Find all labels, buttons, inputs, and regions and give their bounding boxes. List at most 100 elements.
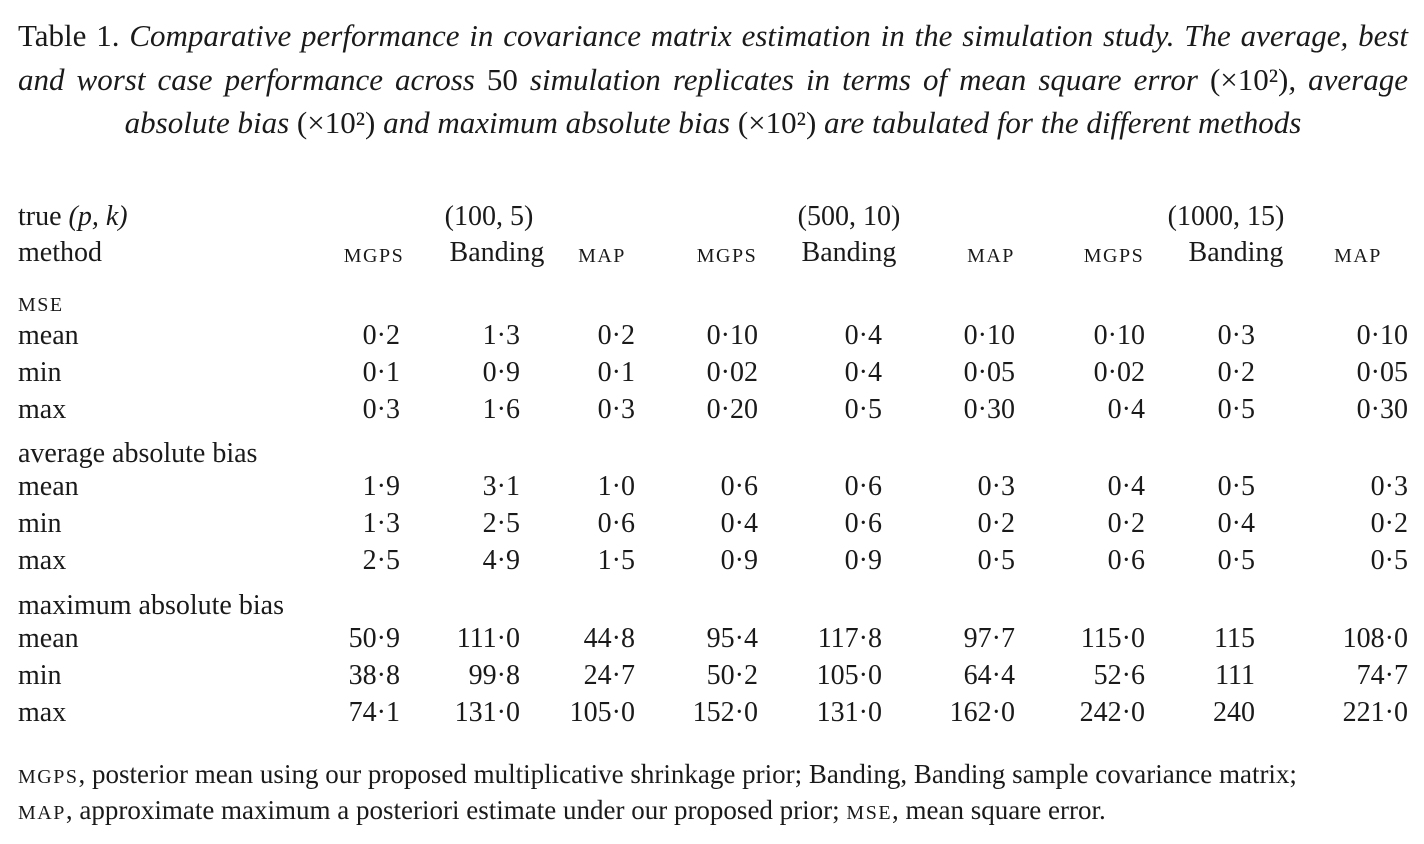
table-cell: 4·9 <box>482 544 520 576</box>
table-cell: 74·1 <box>348 696 400 728</box>
footnote-line-2: MAP, approximate maximum a posteriori es… <box>18 792 1418 831</box>
footnote-abbr: MGPS <box>18 766 79 788</box>
group-header: (100, 5) <box>444 201 534 232</box>
footnote-text: , approximate maximum a posteriori estim… <box>65 795 847 825</box>
row-label: mean <box>18 320 79 351</box>
table-cell: 0·6 <box>1107 544 1145 576</box>
table-cell: 99·8 <box>468 659 520 691</box>
footnote-abbr: MAP <box>18 802 66 824</box>
table-cell: 0·6 <box>844 507 882 539</box>
table-cell: 2·5 <box>482 507 520 539</box>
table-cell: 0·05 <box>1356 356 1408 388</box>
table-cell: 0·4 <box>844 320 882 351</box>
caption-label: Table 1. <box>18 18 120 53</box>
table-cell: 0·3 <box>977 471 1015 502</box>
table-cell: 2·5 <box>362 544 400 576</box>
table-cell: 0·10 <box>963 320 1015 351</box>
table-cell: 1·6 <box>482 393 520 425</box>
table-cell: 97·7 <box>963 623 1015 654</box>
row-label: max <box>18 393 67 425</box>
table-cell: 131·0 <box>454 696 520 728</box>
method-header: MAP <box>578 245 626 267</box>
table-cell: 0·02 <box>706 356 758 388</box>
table-cell: 0·4 <box>1107 471 1145 502</box>
table-cell: 0·9 <box>844 544 882 576</box>
row-label: min <box>18 659 62 691</box>
table-cell: 0·5 <box>977 544 1015 576</box>
table-cell: 1·9 <box>362 471 400 502</box>
table-cell: 50·9 <box>348 623 400 654</box>
table-cell: 0·9 <box>720 544 758 576</box>
table-cell: 1·5 <box>597 544 635 576</box>
footnote-abbr: MSE <box>846 802 893 824</box>
true-label: true <box>18 201 62 232</box>
table-cell: 0·10 <box>1093 320 1145 351</box>
row-label: max <box>18 544 67 576</box>
table-cell: 44·8 <box>583 623 635 654</box>
row-label: min <box>18 356 62 388</box>
caption-text-5: are tabulated for the different methods <box>816 105 1302 140</box>
row-label: mean <box>18 471 79 502</box>
table-caption: Table 1. Comparative performance in cova… <box>18 14 1408 145</box>
method-header: Banding <box>801 237 897 268</box>
table-cell: 0·1 <box>362 356 400 388</box>
table-cell: 0·2 <box>597 320 635 351</box>
table-cell: 0·05 <box>963 356 1015 388</box>
table-cell: 0·20 <box>706 393 758 425</box>
table-cell: 0·2 <box>977 507 1015 539</box>
section-title: average absolute bias <box>18 438 258 469</box>
caption-text-3: , average absolute bias <box>124 61 1408 141</box>
table-cell: 0·6 <box>844 471 882 502</box>
table-cell: 240 <box>1213 696 1255 728</box>
table-cell: 0·6 <box>720 471 758 502</box>
table-cell: 0·5 <box>1217 393 1255 425</box>
table-cell: 50·2 <box>706 659 758 691</box>
table-cell: 0·5 <box>844 393 882 425</box>
table-cell: 117·8 <box>817 623 882 654</box>
method-header: MGPS <box>343 245 405 267</box>
group-header: (1000, 15) <box>1167 201 1285 232</box>
table-cell: 0·3 <box>362 393 400 425</box>
table-cell: 0·5 <box>1217 544 1255 576</box>
table-cell: 108·0 <box>1342 623 1408 654</box>
table-cell: 64·4 <box>963 659 1015 691</box>
caption-factor-1: (×10²) <box>1209 61 1289 97</box>
table-cell: 131·0 <box>816 696 882 728</box>
table-cell: 0·4 <box>1217 507 1255 539</box>
footnote-text: , posterior mean using our proposed mult… <box>78 759 1297 789</box>
footnote-text: , mean square error. <box>892 795 1106 825</box>
table-cell: 95·4 <box>706 623 758 654</box>
true-params: (p, k) <box>68 201 128 232</box>
footnote-line-1: MGPS, posterior mean using our proposed … <box>18 756 1418 795</box>
caption-factor-3: (×10²) <box>737 105 817 140</box>
table-cell: 0·2 <box>1370 507 1408 539</box>
method-header: MAP <box>967 245 1015 267</box>
caption-factor-2: (×10²) <box>296 105 376 140</box>
table-cell: 105·0 <box>816 659 882 691</box>
table-cell: 0·4 <box>720 507 758 539</box>
table-cell: 105·0 <box>569 696 635 728</box>
table-cell: 0·5 <box>1217 471 1255 502</box>
table-cell: 1·0 <box>597 471 635 502</box>
table-cell: 0·3 <box>1217 320 1255 351</box>
row-label: min <box>18 507 62 539</box>
row-label: max <box>18 696 67 728</box>
table-cell: 1·3 <box>482 320 520 351</box>
table-cell: 0·6 <box>597 507 635 539</box>
table-cell: 0·3 <box>597 393 635 425</box>
group-header: (500, 10) <box>797 201 901 232</box>
table-cell: 0·10 <box>1356 320 1408 351</box>
table-cell: 0·1 <box>597 356 635 388</box>
table-cell: 115·0 <box>1080 623 1145 654</box>
table-cell: 52·6 <box>1093 659 1145 691</box>
method-header: Banding <box>1188 237 1284 268</box>
table-cell: 0·2 <box>1107 507 1145 539</box>
section-title: MSE <box>18 294 64 316</box>
section-title: maximum absolute bias <box>18 590 284 621</box>
table-cell: 0·30 <box>1356 393 1408 425</box>
table-cell: 38·8 <box>348 659 400 691</box>
table-cell: 24·7 <box>583 659 635 691</box>
table-cell: 115 <box>1214 623 1255 654</box>
table-cell: 0·10 <box>706 320 758 351</box>
